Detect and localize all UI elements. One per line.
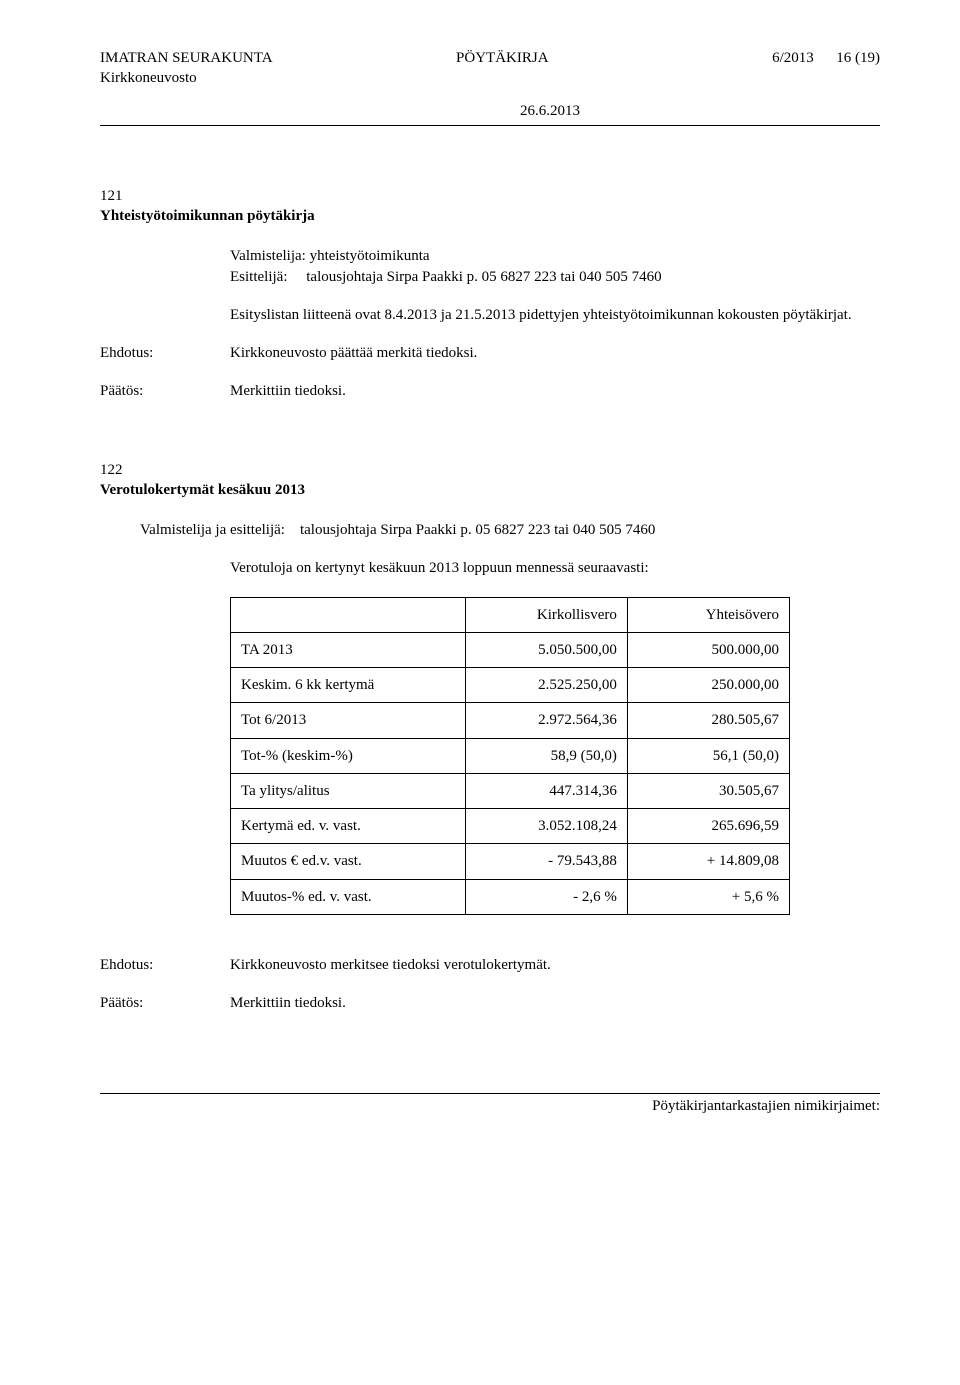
section-121-decision: Päätös: Merkittiin tiedoksi. [100,381,880,401]
section-122-intro: Verotuloja on kertynyt kesäkuun 2013 lop… [100,558,880,578]
col-yhteisovero: Yhteisövero [627,597,789,632]
section-121-proposal: Ehdotus: Kirkkoneuvosto päättää merkitä … [100,343,880,363]
cell-yht: 30.505,67 [627,773,789,808]
table-row: Tot 6/2013 2.972.564,36 280.505,67 [231,703,790,738]
row-label: Keskim. 6 kk kertymä [231,668,466,703]
cell-yht: + 14.809,08 [627,844,789,879]
decision-text: Merkittiin tiedoksi. [230,993,880,1013]
proposal-text: Kirkkoneuvosto merkitsee tiedoksi verotu… [230,955,880,975]
table-corner-cell [231,597,466,632]
cell-yht: 500.000,00 [627,632,789,667]
doc-type: PÖYTÄKIRJA [456,50,549,66]
row-label: Muutos-% ed. v. vast. [231,879,466,914]
table-row: Muutos € ed.v. vast. - 79.543,88 + 14.80… [231,844,790,879]
proposal-text: Kirkkoneuvosto päättää merkitä tiedoksi. [230,343,880,363]
section-121-title: Yhteistyötoimikunnan pöytäkirja [100,206,880,226]
section-122-meta: Valmistelija ja esittelijä: talousjohtaj… [100,520,880,540]
row-label: Tot-% (keskim-%) [231,738,466,773]
table-row: TA 2013 5.050.500,00 500.000,00 [231,632,790,667]
cell-kirk: 447.314,36 [465,773,627,808]
footer-divider [100,1093,880,1094]
section-121-meta: Valmistelija: yhteistyötoimikunta Esitte… [100,246,880,287]
section-121-attachment: Esityslistan liitteenä ovat 8.4.2013 ja … [100,305,880,325]
cell-kirk: - 79.543,88 [465,844,627,879]
prepared-by-value: yhteistyötoimikunta [310,248,430,264]
table-header-row: Kirkollisvero Yhteisövero [231,597,790,632]
doc-date: 26.6.2013 [100,101,880,121]
row-label: TA 2013 [231,632,466,667]
presenter-value: talousjohtaja Sirpa Paakki p. 05 6827 22… [306,269,661,285]
row-label: Ta ylitys/alitus [231,773,466,808]
row-label: Kertymä ed. v. vast. [231,809,466,844]
table-row: Keskim. 6 kk kertymä 2.525.250,00 250.00… [231,668,790,703]
row-label: Muutos € ed.v. vast. [231,844,466,879]
section-121-number: 121 [100,186,880,206]
cell-yht: 280.505,67 [627,703,789,738]
prep-pres-value: talousjohtaja Sirpa Paakki p. 05 6827 22… [300,522,655,538]
cell-kirk: 2.972.564,36 [465,703,627,738]
section-122-proposal: Ehdotus: Kirkkoneuvosto merkitsee tiedok… [100,955,880,975]
table-row: Ta ylitys/alitus 447.314,36 30.505,67 [231,773,790,808]
footer-text: Pöytäkirjantarkastajien nimikirjaimet: [100,1096,880,1116]
decision-label: Päätös: [100,381,230,401]
decision-label: Päätös: [100,993,230,1013]
page-footer: Pöytäkirjantarkastajien nimikirjaimet: [100,1093,880,1116]
header-divider [100,125,880,126]
proposal-label: Ehdotus: [100,955,230,975]
section-122-number: 122 [100,460,880,480]
org-name: IMATRAN SEURAKUNTA [100,48,416,68]
col-kirkollisvero: Kirkollisvero [465,597,627,632]
proposal-label: Ehdotus: [100,343,230,363]
cell-yht: 250.000,00 [627,668,789,703]
sub-org: Kirkkoneuvosto [100,68,880,88]
table-row: Muutos-% ed. v. vast. - 2,6 % + 5,6 % [231,879,790,914]
decision-text: Merkittiin tiedoksi. [230,381,880,401]
section-122-decision: Päätös: Merkittiin tiedoksi. [100,993,880,1013]
cell-yht: 56,1 (50,0) [627,738,789,773]
section-122-title: Verotulokertymät kesäkuu 2013 [100,480,880,500]
cell-kirk: - 2,6 % [465,879,627,914]
cell-yht: + 5,6 % [627,879,789,914]
table-row: Kertymä ed. v. vast. 3.052.108,24 265.69… [231,809,790,844]
cell-yht: 265.696,59 [627,809,789,844]
presenter-label: Esittelijä: [230,269,288,285]
row-label: Tot 6/2013 [231,703,466,738]
tax-revenue-table: Kirkollisvero Yhteisövero TA 2013 5.050.… [230,597,790,915]
doc-number: 6/2013 [772,50,814,66]
cell-kirk: 58,9 (50,0) [465,738,627,773]
cell-kirk: 3.052.108,24 [465,809,627,844]
page-header: IMATRAN SEURAKUNTA PÖYTÄKIRJA 6/2013 16 … [100,48,880,68]
page-number: 16 (19) [836,50,880,66]
prepared-by-label: Valmistelija: [230,248,306,264]
cell-kirk: 2.525.250,00 [465,668,627,703]
cell-kirk: 5.050.500,00 [465,632,627,667]
table-row: Tot-% (keskim-%) 58,9 (50,0) 56,1 (50,0) [231,738,790,773]
prep-pres-label: Valmistelija ja esittelijä: [140,522,285,538]
